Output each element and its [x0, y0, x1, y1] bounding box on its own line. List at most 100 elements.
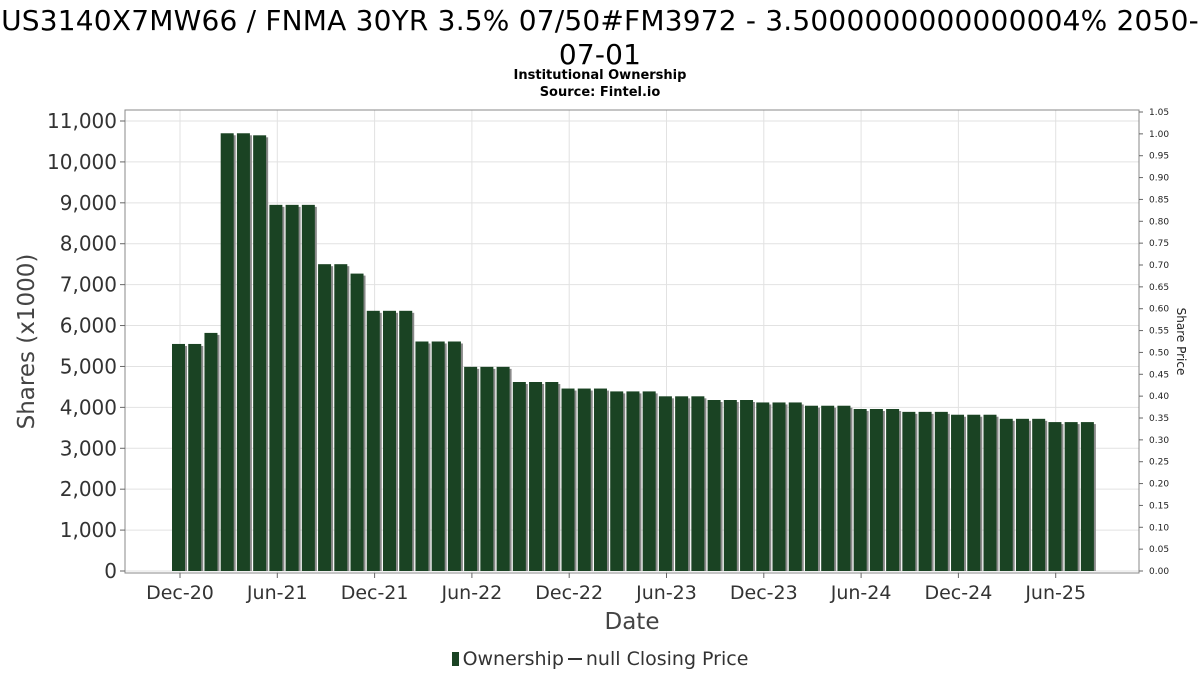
- ownership-bar: [204, 332, 218, 571]
- ownership-bar: [740, 400, 754, 571]
- y-tick-label: 3,000: [60, 436, 117, 460]
- ownership-bar: [756, 402, 770, 571]
- ownership-bar: [610, 391, 624, 571]
- y2-tick-label: 0.80: [1149, 217, 1169, 227]
- y2-tick-label: 0.85: [1149, 195, 1169, 205]
- ownership-bar: [869, 409, 883, 571]
- y2-tick-label: 0.20: [1149, 480, 1169, 490]
- chart-subtitle: Institutional Ownership: [513, 68, 687, 83]
- ownership-bar: [772, 402, 786, 571]
- y2-tick-label: 0.90: [1149, 174, 1169, 184]
- ownership-bar: [1048, 422, 1062, 571]
- ownership-bar: [951, 414, 965, 571]
- x-tick-label: Jun-23: [635, 582, 697, 604]
- y-tick-label: 0: [104, 559, 117, 583]
- ownership-bar: [1032, 418, 1046, 571]
- ownership-bar: [999, 418, 1013, 571]
- ownership-bar: [512, 382, 526, 571]
- x-tick-label: Dec-23: [730, 582, 798, 604]
- ownership-bar: [318, 264, 332, 571]
- y2-tick-label: 0.25: [1149, 458, 1169, 468]
- y-axis-ticks: 0 1,000 2,000 3,000 4,000 5,000 6,000 7,000 8,00…: [47, 109, 125, 583]
- x-tick-label: Dec-21: [341, 582, 409, 604]
- ownership-bar: [658, 396, 672, 571]
- y-tick-label: 10,000: [47, 150, 117, 174]
- x-tick-label: Jun-24: [830, 582, 892, 604]
- ownership-bar: [788, 402, 802, 571]
- x-tick-label: Jun-22: [441, 582, 503, 604]
- ownership-bar: [496, 366, 510, 571]
- ownership-bar: [220, 133, 234, 572]
- chart-title-line2: 07-01: [558, 38, 642, 71]
- y2-tick-label: 1.00: [1149, 130, 1169, 140]
- ownership-bar: [236, 133, 250, 572]
- chart-title: US3140X7MW66 / FNMA 30YR 3.5% 07/50#FM39…: [0, 4, 1200, 72]
- price-legend-line: [567, 658, 582, 660]
- y2-tick-label: 0.40: [1149, 392, 1169, 402]
- ownership-bar: [399, 310, 413, 571]
- y-tick-label: 6,000: [60, 314, 117, 338]
- ownership-bar: [415, 341, 429, 571]
- ownership-bar: [269, 204, 283, 571]
- ownership-bar: [707, 400, 721, 571]
- ownership-bar: [334, 264, 348, 571]
- y2-tick-label: 1.05: [1149, 108, 1169, 118]
- x-axis-ticks: Dec-20 Jun-21 Dec-21 Jun-22 Dec-22 Jun-23 Dec-…: [146, 573, 1086, 604]
- y2-tick-label: 0.55: [1149, 327, 1169, 337]
- ownership-bar: [301, 204, 315, 571]
- ownership-bar: [642, 391, 656, 571]
- y2-tick-label: 0.70: [1149, 261, 1169, 271]
- y2-axis-ticks: 0.00 0.05 0.10 0.15 0.20 0.25 0.30 0.35 0.40 0.45…: [1139, 108, 1169, 577]
- y2-tick-label: 0.60: [1149, 305, 1169, 315]
- y2-tick-label: 0.15: [1149, 501, 1169, 511]
- y-tick-label: 11,000: [47, 109, 117, 133]
- ownership-bar: [464, 366, 478, 571]
- ownership-bar: [691, 396, 705, 571]
- ownership-bar: [983, 414, 997, 571]
- ownership-legend-swatch: [451, 652, 459, 666]
- plot-area-frame: [124, 109, 1140, 574]
- y2-tick-label: 0.75: [1149, 239, 1169, 249]
- price-legend-label: null Closing Price: [585, 648, 749, 670]
- ownership-bar: [1015, 418, 1029, 571]
- x-tick-label: Dec-22: [535, 582, 603, 604]
- chart-legend: Ownership null Closing Price: [0, 648, 1200, 670]
- y-tick-label: 4,000: [60, 395, 117, 419]
- ownership-bar: [350, 273, 364, 571]
- ownership-bar: [675, 396, 689, 571]
- ownership-bar: [804, 405, 818, 571]
- chart-source: Source: Fintel.io: [539, 85, 661, 100]
- ownership-bar: [382, 310, 396, 571]
- ownership-bar: [188, 343, 202, 571]
- ownership-bar: [529, 382, 543, 571]
- y-axis-label: Shares (x1000): [14, 254, 40, 430]
- y2-tick-label: 0.35: [1149, 414, 1169, 424]
- y2-tick-label: 0.45: [1149, 370, 1169, 380]
- y2-tick-label: 0.65: [1149, 283, 1169, 293]
- ownership-bar: [172, 343, 185, 571]
- y-tick-label: 9,000: [60, 191, 117, 215]
- y2-tick-label: 0.95: [1149, 152, 1169, 162]
- y2-tick-label: 0.05: [1149, 545, 1169, 555]
- y2-tick-label: 0.50: [1149, 348, 1169, 358]
- x-tick-label: Jun-25: [1024, 582, 1086, 604]
- y2-tick-label: 0.00: [1149, 567, 1169, 577]
- ownership-bar: [918, 411, 932, 571]
- ownership-bar: [593, 388, 607, 571]
- ownership-legend-label: Ownership: [462, 648, 564, 670]
- bar-series: [172, 133, 1096, 572]
- y2-axis-label: Share Price: [1174, 308, 1188, 376]
- ownership-bar: [837, 405, 851, 571]
- ownership-bar: [1064, 422, 1078, 571]
- y2-tick-label: 0.30: [1149, 436, 1169, 446]
- ownership-bar: [886, 409, 900, 571]
- y-tick-label: 7,000: [60, 273, 117, 297]
- ownership-bar: [853, 409, 867, 571]
- y-tick-label: 2,000: [60, 477, 117, 501]
- x-tick-label: Dec-24: [924, 582, 992, 604]
- ownership-bar: [821, 405, 835, 571]
- y-tick-label: 1,000: [60, 518, 117, 542]
- y2-tick-label: 0.10: [1149, 523, 1169, 533]
- ownership-bar: [902, 411, 916, 571]
